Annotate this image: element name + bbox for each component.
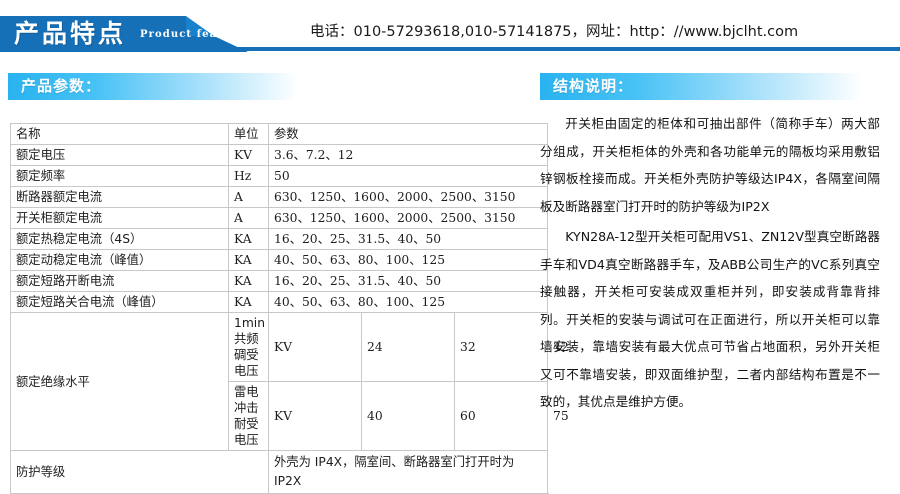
row-name: 额定短路关合电流（峰值） — [10, 291, 229, 313]
row-name: 额定频率 — [10, 165, 229, 187]
insulation-value-2: 60 — [454, 381, 548, 451]
table-row: 额定频率 Hz 50 — [10, 165, 548, 187]
table-row: 额定短路关合电流（峰值） KA 40、50、63、80、100、125 — [10, 291, 548, 313]
ribbon-subtitle: Product features — [140, 29, 252, 40]
paragraph-1: 开关柜由固定的柜体和可抽出部件（简称手车）两大部分组成，开关柜柜体的外壳和各功能… — [540, 116, 880, 214]
structure-description-heading: 结构说明： — [540, 73, 862, 100]
header-divider-line — [0, 47, 900, 51]
table-row: 额定电压 KV 3.6、7.2、12 — [10, 144, 548, 166]
paragraph-2: KYN28A-12型开关柜可配用VS1、ZN12V型真空断路器手车和VD4真空断… — [540, 229, 880, 409]
insulation-group-name: 额定绝缘水平 — [10, 312, 229, 451]
insulation-unit: KV — [268, 312, 362, 382]
protection-name: 防护等级 — [10, 450, 269, 494]
section-ribbon-product-features: 产品特点 Product features — [0, 16, 251, 52]
product-parameters-table: 名称 单位 参数 额定电压 KV 3.6、7.2、12 额定频率 Hz 50 断… — [10, 123, 569, 494]
row-param: 40、50、63、80、100、125 — [268, 291, 548, 313]
table-row: 额定短路开断电流 KA 16、20、25、31.5、40、50 — [10, 270, 548, 292]
column-header-name: 名称 — [10, 123, 229, 145]
table-row: 额定动稳定电流（峰值） KA 40、50、63、80、100、125 — [10, 249, 548, 271]
insulation-value-2: 32 — [454, 312, 548, 382]
row-name: 额定电压 — [10, 144, 229, 166]
row-name: 开关柜额定电流 — [10, 207, 229, 229]
row-param: 630、1250、1600、2000、2500、3150 — [268, 207, 548, 229]
protection-param: 外壳为 IP4X，隔室间、断路器室门打开时为 IP2X — [268, 450, 548, 494]
table-row-protection: 防护等级 外壳为 IP4X，隔室间、断路器室门打开时为 IP2X — [10, 450, 548, 494]
table-header-row: 名称 单位 参数 — [10, 123, 548, 145]
table-row: 额定热稳定电流（4S） KA 16、20、25、31.5、40、50 — [10, 228, 548, 250]
row-name: 断路器额定电流 — [10, 186, 229, 208]
row-unit: A — [228, 186, 269, 208]
row-param: 40、50、63、80、100、125 — [268, 249, 548, 271]
heading-label: 结构说明： — [553, 77, 634, 95]
column-header-unit: 单位 — [228, 123, 269, 145]
column-header-param: 参数 — [268, 123, 548, 145]
row-param: 16、20、25、31.5、40、50 — [268, 270, 548, 292]
row-unit: KA — [228, 291, 269, 313]
row-param: 16、20、25、31.5、40、50 — [268, 228, 548, 250]
ribbon-shape-icon — [0, 16, 248, 52]
heading-label: 产品参数： — [21, 77, 102, 95]
row-unit: Hz — [228, 165, 269, 187]
table-row: 开关柜额定电流 A 630、1250、1600、2000、2500、3150 — [10, 207, 548, 229]
heading-gradient-bar — [8, 73, 298, 100]
row-unit: KA — [228, 228, 269, 250]
row-name: 额定短路开断电流 — [10, 270, 229, 292]
contact-info: 电话：010-57293618,010-57141875，网址：http：//w… — [310, 24, 799, 40]
row-name: 额定热稳定电流（4S） — [10, 228, 229, 250]
row-unit: KA — [228, 270, 269, 292]
structure-description-body: 开关柜由固定的柜体和可抽出部件（简称手车）两大部分组成，开关柜柜体的外壳和各功能… — [540, 110, 880, 416]
row-param: 630、1250、1600、2000、2500、3150 — [268, 186, 548, 208]
table-row: 断路器额定电流 A 630、1250、1600、2000、2500、3150 — [10, 186, 548, 208]
row-param: 50 — [268, 165, 548, 187]
insulation-unit: KV — [268, 381, 362, 451]
insulation-value-1: 40 — [361, 381, 455, 451]
page-header: 产品特点 Product features 电话：010-57293618,01… — [0, 0, 900, 60]
table-row-insulation-1: 额定绝缘水平 1min 共频碉受电压 KV 24 32 42 — [10, 312, 569, 451]
row-unit: KV — [228, 144, 269, 166]
row-name: 额定动稳定电流（峰值） — [10, 249, 229, 271]
insulation-sub-name: 雷电冲击耐受电压 — [228, 381, 269, 451]
row-param: 3.6、7.2、12 — [268, 144, 548, 166]
row-unit: KA — [228, 249, 269, 271]
product-parameters-heading: 产品参数： — [8, 73, 298, 100]
heading-gradient-bar — [540, 73, 862, 100]
ribbon-title: 产品特点 — [14, 19, 127, 48]
row-unit: A — [228, 207, 269, 229]
insulation-sub-name: 1min 共频碉受电压 — [228, 312, 269, 382]
insulation-value-1: 24 — [361, 312, 455, 382]
